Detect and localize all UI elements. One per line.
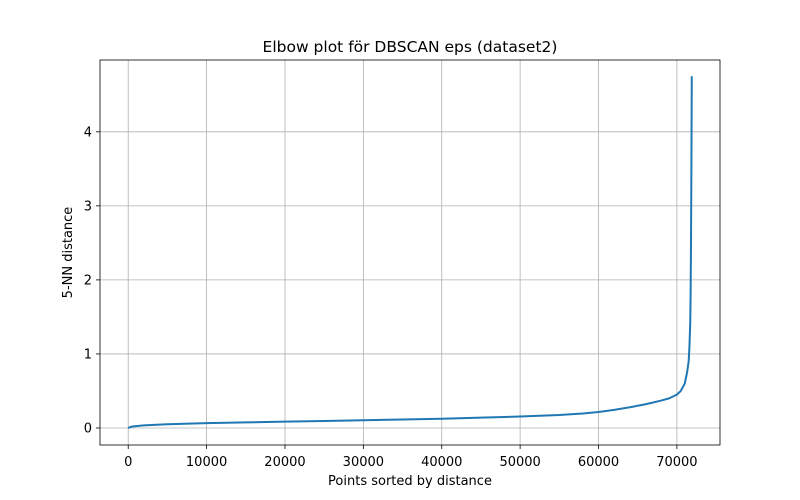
x-axis-label: Points sorted by distance [328, 474, 492, 489]
y-tick-label: 1 [84, 347, 92, 362]
chart-title: Elbow plot för DBSCAN eps (dataset2) [263, 38, 558, 56]
x-tick-label: 40000 [421, 455, 462, 470]
x-tick-label: 20000 [264, 455, 305, 470]
series-line [127, 76, 693, 429]
x-tick-label: 50000 [499, 455, 540, 470]
x-tick-label: 70000 [656, 455, 697, 470]
x-tick-label: 60000 [578, 455, 619, 470]
y-tick-label: 0 [84, 421, 92, 436]
grid-layer [100, 60, 720, 445]
tick-layer: 0 10000 20000 30000 40000 50000 60000 70000 0 1 2 3… [84, 125, 698, 470]
y-tick-label: 2 [84, 273, 92, 288]
x-tick-label: 10000 [186, 455, 227, 470]
series-layer [127, 76, 693, 429]
y-axis-label: 5-NN distance [61, 207, 76, 299]
y-tick-label: 4 [84, 125, 92, 140]
y-tick-label: 3 [84, 199, 92, 214]
x-tick-label: 0 [124, 455, 132, 470]
axes-frame [99, 59, 721, 446]
x-tick-label: 30000 [343, 455, 384, 470]
